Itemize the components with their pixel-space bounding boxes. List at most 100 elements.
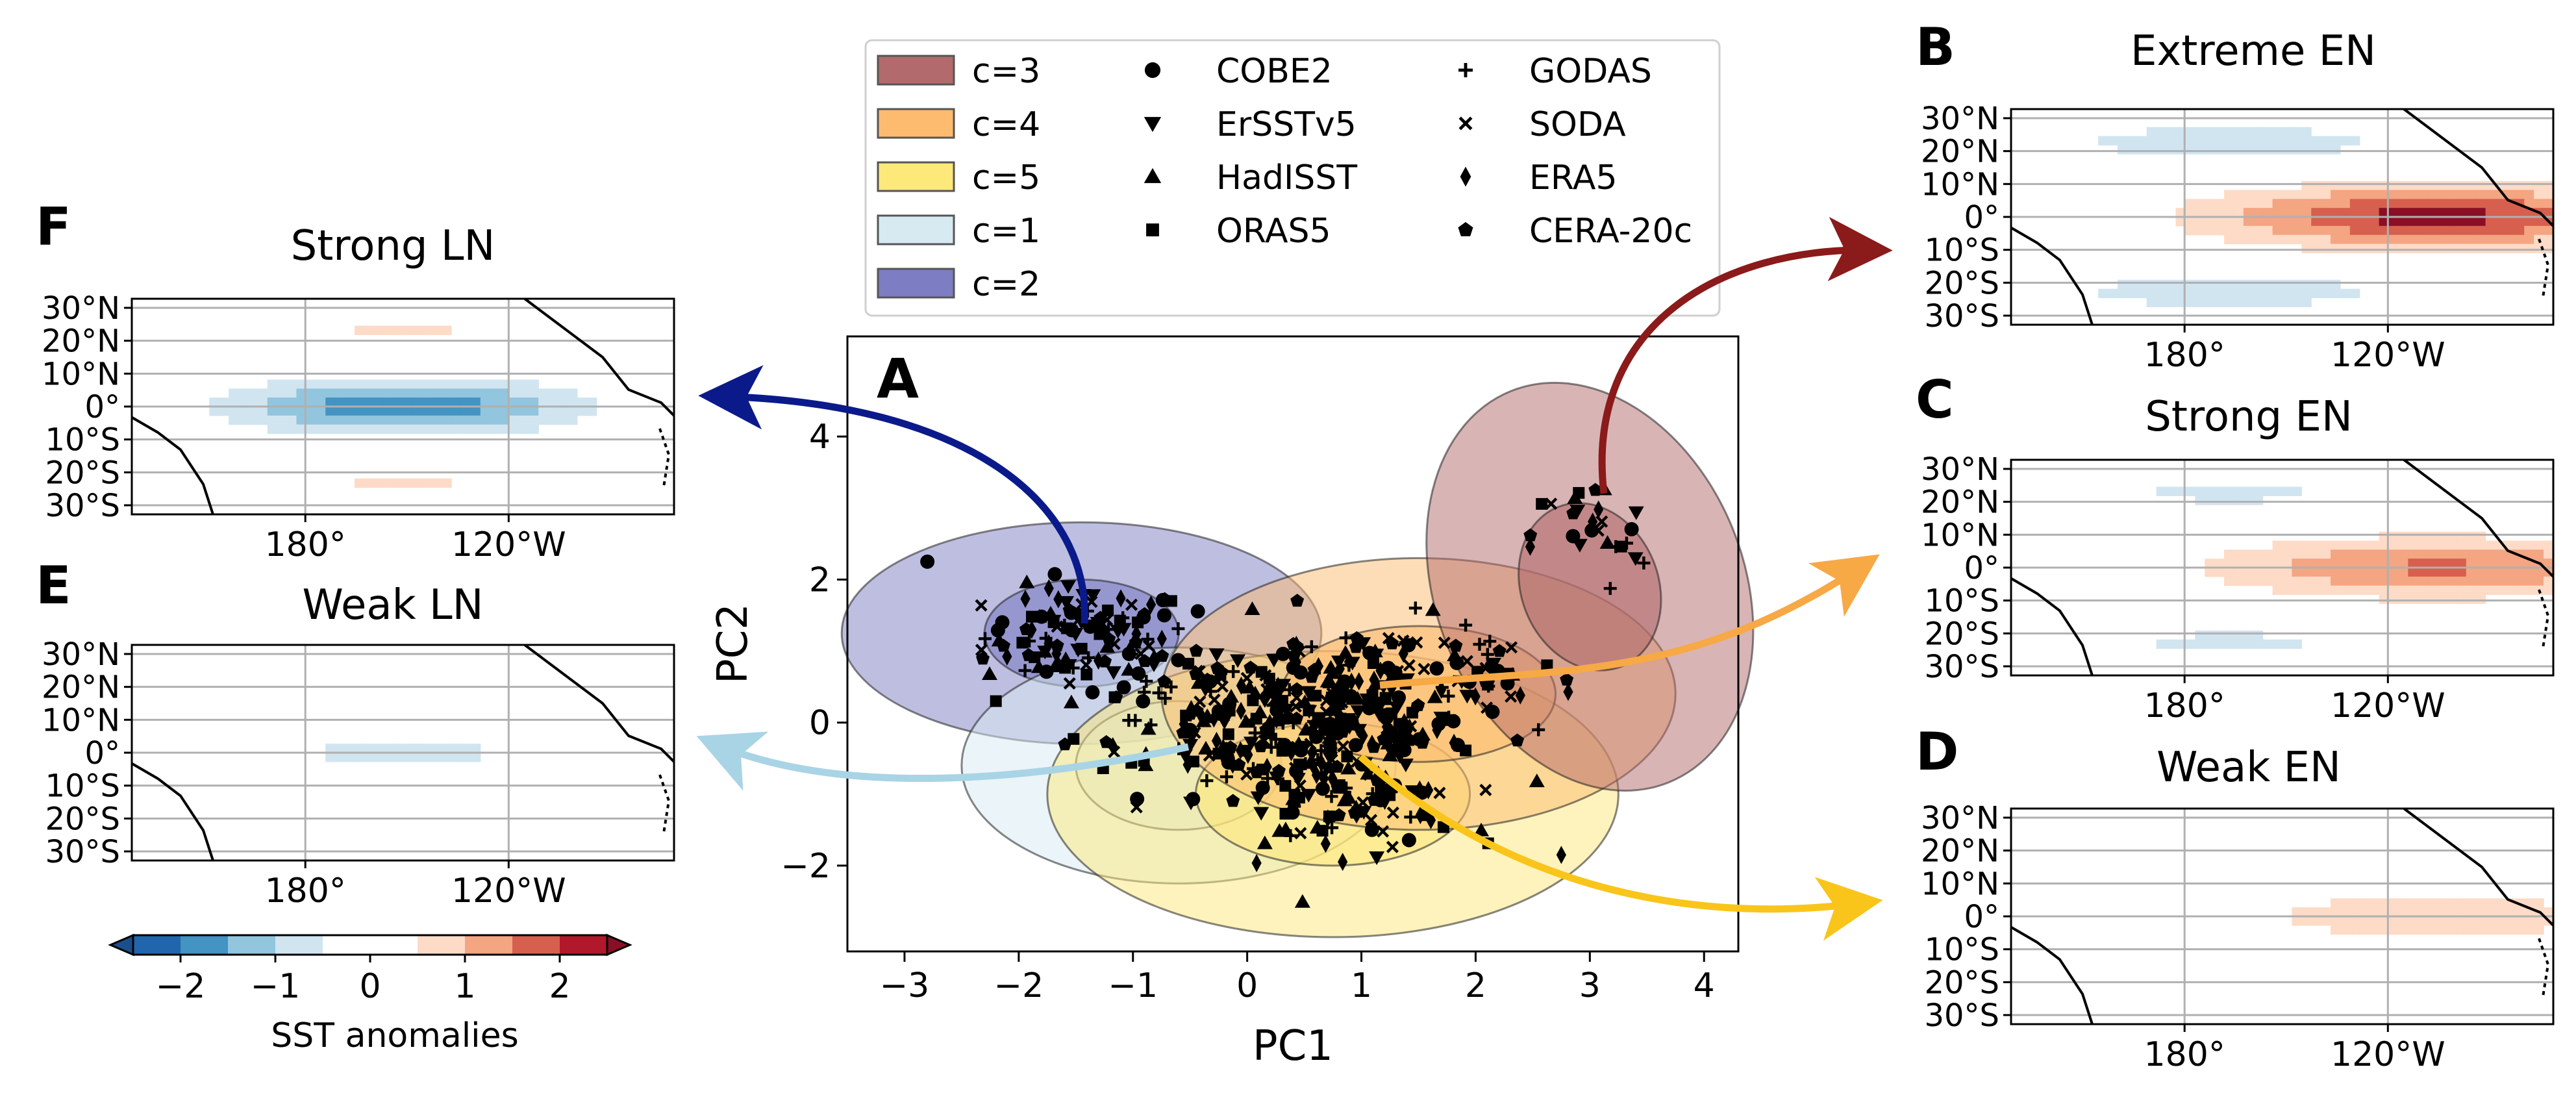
sst-cell: [470, 424, 481, 434]
lat-tick-label: 20°S: [1924, 265, 1999, 301]
sst-cell: [2205, 217, 2215, 227]
sst-cell: [2398, 234, 2408, 245]
sst-cell: [2214, 279, 2225, 290]
sst-cell: [2233, 190, 2244, 199]
sst-cell: [442, 424, 452, 434]
sst-cell: [2534, 540, 2544, 550]
data-point: [1369, 851, 1385, 865]
legend-label-cera-20c: CERA-20c: [1529, 212, 1692, 251]
data-point: [1294, 894, 1310, 908]
sst-cell: [2379, 234, 2390, 245]
sst-cell: [2321, 540, 2331, 550]
sst-cell: [2272, 208, 2283, 218]
data-point: [1102, 604, 1114, 616]
coastline-south-america: [658, 774, 671, 834]
sst-cell: [2262, 568, 2273, 577]
sst-cell: [2534, 898, 2544, 908]
sst-cell: [2214, 559, 2225, 568]
sst-cell: [2214, 199, 2225, 208]
data-point: [1482, 679, 1495, 693]
sst-cell: [2466, 559, 2477, 568]
sst-cell: [2349, 540, 2360, 550]
sst-cell: [548, 397, 558, 407]
sst-cell: [2243, 568, 2254, 577]
sst-cell: [325, 744, 336, 753]
colorbar-cell: [465, 935, 513, 955]
sst-cell: [2224, 234, 2234, 245]
sst-cell: [2185, 199, 2195, 208]
sst-cell: [2311, 208, 2321, 218]
sst-cell: [2408, 907, 2418, 917]
sst-cell: [2446, 559, 2457, 568]
sst-cell: [2224, 568, 2234, 577]
legend-marker-cera-20c: [1458, 221, 1473, 236]
arrow-to-weak-ln: [696, 731, 1190, 791]
data-point: [1271, 823, 1288, 837]
sst-cell: [412, 379, 423, 389]
sst-cell: [2379, 576, 2390, 586]
sst-cell: [2514, 925, 2525, 935]
sst-cell: [2331, 559, 2341, 568]
sst-cell: [2243, 297, 2254, 307]
sst-cell: [2205, 127, 2215, 137]
data-point: [1375, 786, 1387, 799]
sst-cell: [2175, 297, 2186, 307]
legend-label-c1: c=1: [972, 212, 1040, 251]
colorbar-cell: [133, 935, 181, 955]
sst-cell: [2224, 145, 2234, 155]
data-point: [1485, 657, 1501, 672]
sst-cell: [2544, 225, 2554, 236]
sst-cell: [364, 744, 375, 753]
x-tick-label: 0: [1236, 966, 1258, 1005]
y-tick-label: −2: [781, 847, 831, 886]
sst-cell: [393, 379, 404, 389]
map-panel-f: F Strong LN 30°N20°N10°N0°10°S20°S30°S 180°…: [36, 197, 675, 564]
sst-cell: [2408, 199, 2418, 208]
data-point: [1255, 666, 1268, 678]
data-point: [1338, 853, 1348, 872]
colorbar-under-arrow: [108, 933, 134, 957]
data-point: [1364, 822, 1379, 837]
sst-cell: [499, 379, 510, 389]
data-point: [1560, 672, 1574, 686]
sst-cell: [2292, 568, 2302, 577]
sst-cell: [2456, 925, 2467, 935]
sst-cell: [2243, 199, 2254, 208]
sst-cell: [364, 325, 375, 335]
sst-cell: [2292, 549, 2302, 559]
sst-cell: [529, 388, 539, 398]
sst-cell: [2427, 594, 2438, 604]
sst-cell: [2311, 279, 2321, 290]
sst-cell: [2505, 907, 2515, 917]
sst-cell: [2437, 244, 2447, 253]
sst-cell: [2311, 199, 2321, 208]
data-point: [975, 599, 988, 612]
data-point: [1438, 636, 1451, 649]
sst-cell: [2534, 925, 2544, 935]
colorbar-cell: [370, 935, 418, 955]
data-point: [1053, 590, 1064, 609]
sst-cell: [373, 478, 384, 488]
legend-label-oras5: ORAS5: [1216, 212, 1331, 251]
sst-cell: [2292, 234, 2302, 245]
data-point: [1190, 604, 1205, 619]
sst-cell: [2388, 181, 2399, 191]
sst-cell: [2282, 486, 2293, 496]
sst-cell: [2282, 288, 2293, 299]
legend-marker-godas: [1458, 63, 1473, 77]
data-point: [1062, 603, 1077, 616]
sst-cell: [2331, 576, 2341, 586]
sst-cell: [2514, 540, 2525, 550]
sst-cell: [412, 744, 423, 753]
sst-cell: [2243, 145, 2254, 155]
sst-cell: [277, 415, 288, 425]
sst-cell: [2524, 540, 2534, 550]
sst-cell: [2331, 234, 2341, 245]
sst-cell: [2331, 225, 2341, 236]
sst-cell: [2446, 540, 2457, 550]
coastline-south-america: [2538, 589, 2550, 649]
data-point: [1594, 500, 1604, 519]
sst-cell: [2301, 234, 2312, 245]
sst-cell: [2156, 127, 2167, 137]
sst-cell: [2379, 898, 2390, 908]
